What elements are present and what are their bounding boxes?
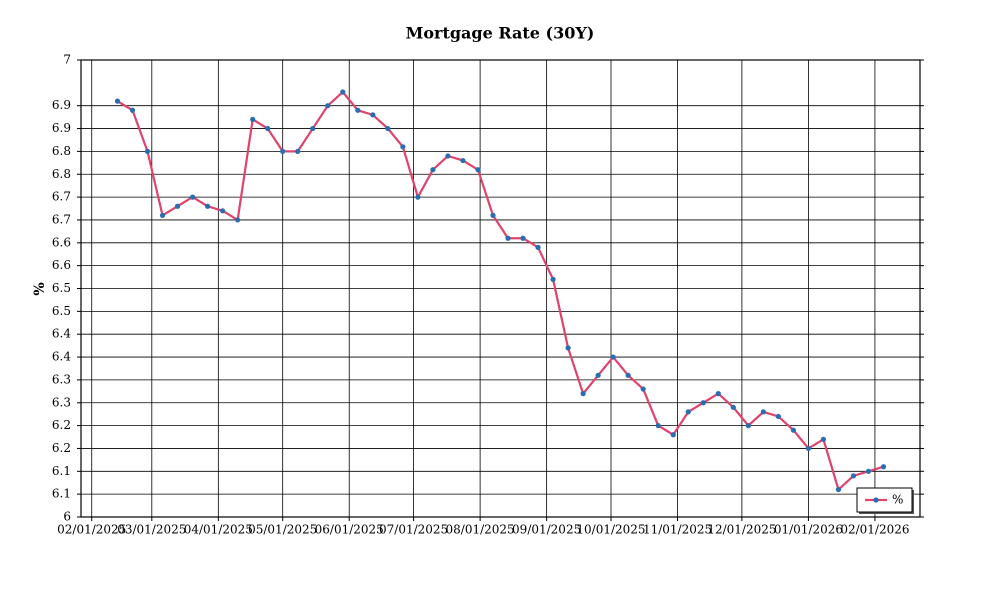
data-point xyxy=(730,404,736,410)
data-point xyxy=(580,391,586,397)
data-point xyxy=(129,107,136,113)
x-tick-label: 06/01/2025 xyxy=(315,523,384,537)
y-axis-label: % xyxy=(32,282,48,295)
data-point xyxy=(475,167,481,173)
y-tick-label: 6.2 xyxy=(52,441,71,455)
x-tick-label: 10/01/2025 xyxy=(576,523,645,537)
data-point xyxy=(325,103,331,109)
x-tick-label: 02/01/2025 xyxy=(57,523,126,537)
y-tick-label: 6.3 xyxy=(52,372,71,386)
x-tick-label: 12/01/2025 xyxy=(707,523,776,537)
x-tick-label: 02/01/2026 xyxy=(840,523,909,537)
data-point xyxy=(430,167,436,173)
data-point xyxy=(189,194,196,200)
x-tick-label: 03/01/2025 xyxy=(117,523,186,537)
data-point xyxy=(670,432,676,438)
y-tick-label: 6.1 xyxy=(52,464,71,478)
y-tick-label: 6.5 xyxy=(52,281,71,295)
data-point xyxy=(655,423,661,429)
data-point xyxy=(295,148,301,154)
x-tick-label: 04/01/2025 xyxy=(184,523,253,537)
data-point xyxy=(520,235,526,241)
data-point xyxy=(205,203,211,209)
data-point xyxy=(385,125,391,132)
data-point xyxy=(265,125,271,132)
data-point xyxy=(625,372,631,378)
y-tick-label: 6.8 xyxy=(52,167,71,181)
plot-frame xyxy=(80,59,921,518)
data-point xyxy=(114,98,121,104)
data-point xyxy=(235,217,241,223)
data-point xyxy=(535,244,541,250)
y-tick-label: 6.6 xyxy=(52,258,71,272)
data-point xyxy=(565,345,571,351)
data-point xyxy=(174,203,181,209)
legend-label: % xyxy=(892,493,903,507)
data-point xyxy=(460,157,466,164)
y-tick-label: 7 xyxy=(63,53,71,67)
y-tick-label: 6.2 xyxy=(52,418,71,432)
x-tick-label: 01/01/2026 xyxy=(774,523,843,537)
data-point xyxy=(775,413,781,420)
data-point xyxy=(610,354,616,360)
data-point xyxy=(790,427,796,433)
y-tick-label: 6.6 xyxy=(52,235,71,249)
data-point xyxy=(370,112,376,118)
y-tick-label: 6.9 xyxy=(52,121,71,135)
data-point xyxy=(400,144,406,150)
chart-title: Mortgage Rate (30Y) xyxy=(406,24,595,43)
series-line xyxy=(116,90,884,492)
data-point xyxy=(250,116,256,123)
data-point xyxy=(144,148,151,154)
data-point xyxy=(835,486,842,493)
data-point xyxy=(745,423,751,429)
data-point xyxy=(820,436,827,442)
data-point xyxy=(865,468,872,474)
data-point xyxy=(595,372,601,378)
data-point xyxy=(220,208,226,214)
data-point xyxy=(880,464,887,470)
y-tick-label: 6.7 xyxy=(52,212,71,226)
x-tick-label: 09/01/2025 xyxy=(512,523,581,537)
y-tick-label: 6.1 xyxy=(52,487,71,501)
data-point xyxy=(490,212,496,218)
y-tick-label: 6.3 xyxy=(52,395,71,409)
data-point xyxy=(850,473,857,479)
data-point xyxy=(760,409,766,415)
data-point xyxy=(550,276,556,282)
data-point xyxy=(505,235,511,241)
data-point xyxy=(715,391,721,397)
y-tick-label: 6.4 xyxy=(52,327,71,341)
data-point xyxy=(640,386,646,392)
y-tick-label: 6.8 xyxy=(52,144,71,158)
y-tick-label: 6 xyxy=(63,510,71,524)
x-tick-label: 07/01/2025 xyxy=(379,523,448,537)
data-point xyxy=(355,107,361,113)
data-point xyxy=(280,148,286,154)
y-tick-label: 6.7 xyxy=(52,190,71,204)
y-tick-label: 6.5 xyxy=(52,304,71,318)
x-tick-label: 05/01/2025 xyxy=(248,523,317,537)
data-point xyxy=(805,445,812,452)
x-tick-label: 11/01/2025 xyxy=(643,523,712,537)
data-point xyxy=(415,194,421,200)
y-tick-label: 6.9 xyxy=(52,98,71,112)
data-point xyxy=(445,153,451,159)
data-point xyxy=(685,409,691,415)
data-point xyxy=(340,89,346,95)
y-tick-label: 6.4 xyxy=(52,350,71,364)
data-point xyxy=(310,125,316,132)
legend-marker xyxy=(873,497,879,503)
x-tick-label: 08/01/2025 xyxy=(446,523,515,537)
data-point xyxy=(159,212,166,218)
data-point xyxy=(700,400,706,406)
